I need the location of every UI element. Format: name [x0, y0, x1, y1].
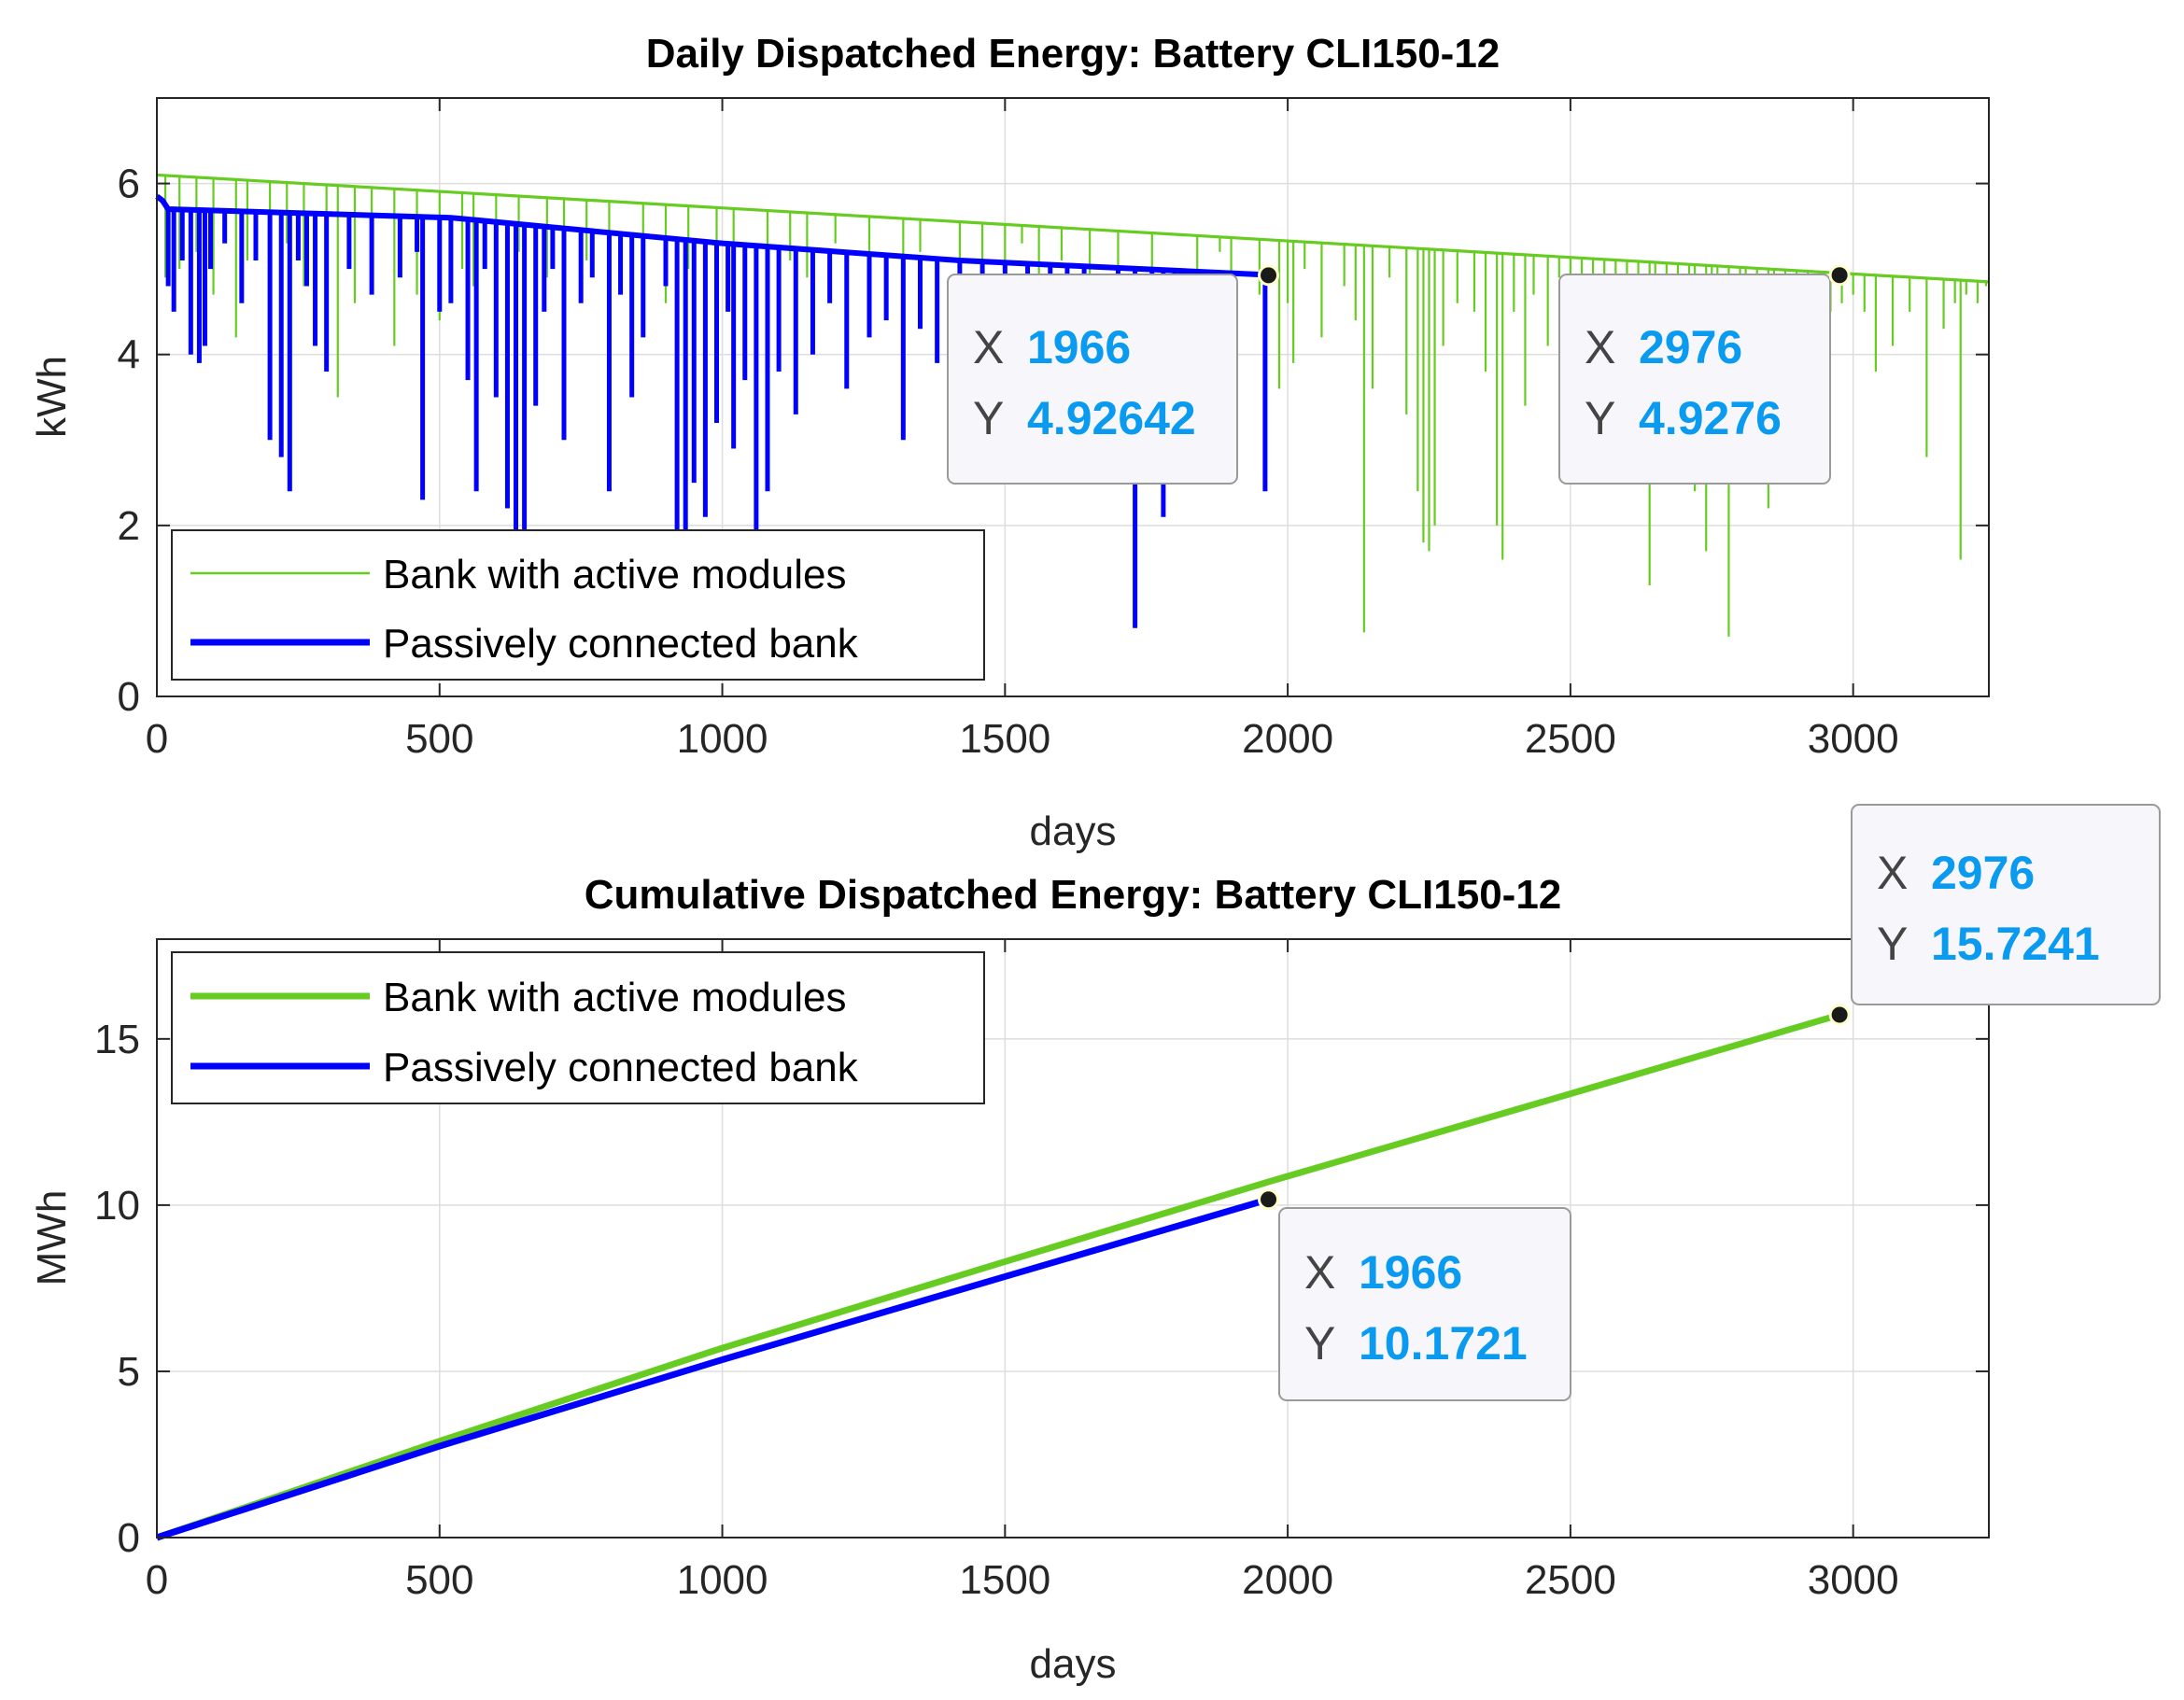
datatip-y-value: 4.9276 [1639, 392, 1782, 444]
legend-label-passive: Passively connected bank [383, 1045, 859, 1090]
y-axis-label: MWh [29, 1190, 75, 1286]
y-tick-label: 0 [118, 1515, 140, 1561]
datatip[interactable]: X 2976 Y 4.9276 [1558, 274, 1831, 485]
x-tick-label: 500 [405, 716, 473, 762]
x-tick-label: 3000 [1808, 1557, 1899, 1603]
datatip-y-label: Y [973, 392, 1004, 444]
datatip[interactable]: X 1966 Y 4.92642 [947, 274, 1238, 485]
y-tick-label: 6 [118, 162, 140, 207]
x-tick-label: 1500 [959, 716, 1050, 762]
ticks: 0 500 1000 1500 2000 2500 3000 0 2 4 6 [118, 98, 1989, 762]
datatip-y-label: Y [1304, 1317, 1335, 1370]
x-tick-label: 1000 [677, 716, 768, 762]
datatip-x-label: X [1877, 847, 1908, 899]
y-tick-label: 2 [118, 503, 140, 549]
x-tick-label: 1500 [959, 1557, 1050, 1603]
series-passive-bank [155, 1196, 1270, 1541]
y-tick-label: 4 [118, 332, 140, 378]
legend[interactable]: Bank with active modules Passively conne… [171, 951, 985, 1104]
datatip-x-label: X [1304, 1246, 1335, 1299]
datatip-x-label: X [973, 321, 1004, 373]
y-tick-label: 5 [118, 1349, 140, 1395]
datatip-y-value: 15.7241 [1931, 918, 2100, 970]
axes-box [156, 938, 1990, 1538]
datatip-y-value: 4.92642 [1027, 392, 1196, 444]
x-tick-label: 0 [146, 1557, 168, 1603]
datatip-box [1851, 804, 2161, 1005]
legend-label-active: Bank with active modules [383, 975, 846, 1020]
y-tick-label: 0 [118, 674, 140, 720]
legend-box [171, 951, 985, 1104]
x-tick-label: 0 [146, 716, 168, 762]
x-tick-label: 2000 [1242, 1557, 1333, 1603]
x-tick-label: 500 [405, 1557, 473, 1603]
datatip-x-value: 1966 [1359, 1246, 1462, 1299]
datatip[interactable]: X 1966 Y 10.1721 [1278, 1207, 1571, 1401]
datatip-box [1278, 1207, 1571, 1401]
x-axis-label: days [1030, 1641, 1117, 1687]
chart-title: Daily Dispatched Energy: Battery CLI150-… [646, 31, 1501, 77]
axes-box [156, 97, 1990, 697]
x-tick-label: 2500 [1525, 716, 1616, 762]
y-tick-label: 10 [94, 1183, 140, 1229]
datatip-x-label: X [1585, 321, 1615, 373]
series-active-modules [155, 1011, 1841, 1541]
datatip-marker [1828, 1004, 1851, 1026]
datatip-x-value: 1966 [1027, 321, 1131, 373]
legend-label-active: Bank with active modules [383, 552, 846, 597]
daily-energy-chart: 0 500 1000 1500 2000 2500 3000 0 2 4 6 Daily Dispa… [29, 31, 1990, 854]
datatip-y-label: Y [1585, 392, 1615, 444]
datatip-marker [1828, 264, 1851, 287]
x-axis-label: days [1030, 808, 1117, 854]
datatip-y-value: 10.1721 [1359, 1317, 1528, 1370]
datatip-markers [1258, 1004, 1851, 1211]
ticks: 0 500 1000 1500 2000 2500 3000 0 5 10 15 [94, 939, 1989, 1603]
y-tick-label: 15 [94, 1017, 140, 1062]
datatip-x-value: 2976 [1931, 847, 2035, 899]
datatip-markers [1258, 264, 1851, 287]
series-layer [155, 1011, 1841, 1541]
datatip[interactable]: X 2976 Y 15.7241 [1851, 804, 2161, 1005]
legend[interactable]: Bank with active modules Passively conne… [171, 529, 985, 681]
y-axis-label: kWh [29, 356, 75, 438]
x-tick-label: 2500 [1525, 1557, 1616, 1603]
datatip-y-label: Y [1877, 918, 1908, 970]
datatip-x-value: 2976 [1639, 321, 1742, 373]
legend-label-passive: Passively connected bank [383, 621, 859, 667]
datatip-box [1558, 274, 1831, 485]
datatip-marker [1258, 1188, 1280, 1211]
x-tick-label: 1000 [677, 1557, 768, 1603]
datatip-box [947, 274, 1238, 485]
cumulative-energy-chart: 0 500 1000 1500 2000 2500 3000 0 5 10 15 Cumulativ… [29, 804, 2161, 1687]
x-tick-label: 3000 [1808, 716, 1899, 762]
datatip-marker [1258, 264, 1280, 287]
chart-title: Cumulative Dispatched Energy: Battery CL… [585, 872, 1562, 918]
legend-box [171, 529, 985, 681]
x-tick-label: 2000 [1242, 716, 1333, 762]
